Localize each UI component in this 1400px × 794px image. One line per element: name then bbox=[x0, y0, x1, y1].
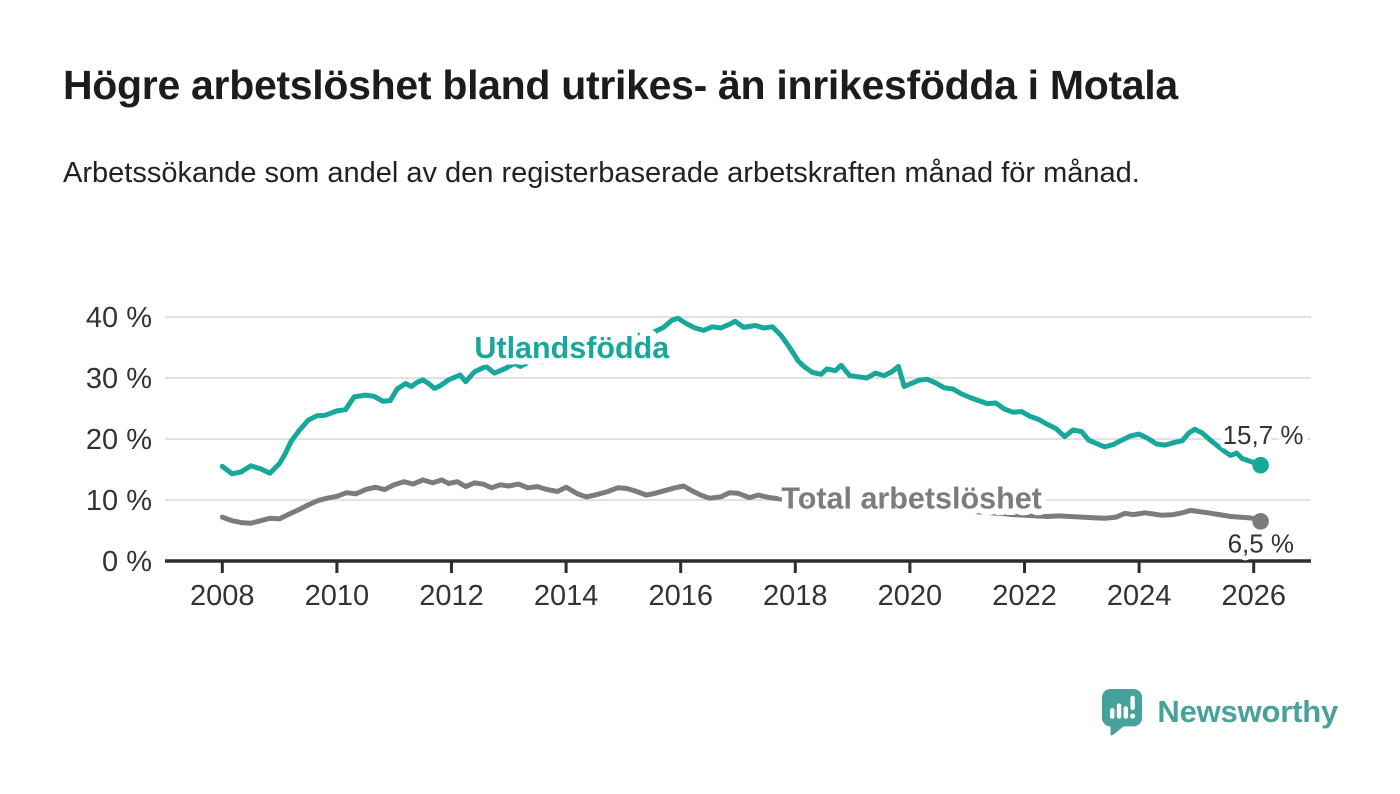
chart-subtitle: Arbetssökande som andel av den registerb… bbox=[63, 157, 1140, 189]
logo-bar-3 bbox=[1124, 706, 1129, 719]
x-axis-tick-label: 2024 bbox=[1107, 580, 1172, 612]
y-axis-tick-label: 10 % bbox=[86, 485, 152, 517]
x-axis-tick-label: 2018 bbox=[763, 580, 828, 612]
x-axis-tick-label: 2014 bbox=[534, 580, 599, 612]
series-line-total-arbetsl-shet bbox=[219, 477, 1264, 526]
y-axis-tick-label: 20 % bbox=[86, 424, 152, 456]
x-axis-tick-label: 2022 bbox=[992, 580, 1057, 612]
end-value-label: 15,7 % bbox=[1223, 420, 1304, 450]
logo-exclamation-dot bbox=[1130, 713, 1136, 719]
logo-bar-1 bbox=[1110, 708, 1115, 719]
newsworthy-logo-text: Newsworthy bbox=[1157, 694, 1338, 729]
series-end-dot bbox=[1252, 513, 1269, 530]
y-axis-tick-label: 0 % bbox=[102, 546, 152, 578]
y-axis-tick-label: 40 % bbox=[86, 302, 152, 334]
x-axis-tick-label: 2012 bbox=[419, 580, 484, 612]
logo-bar-2 bbox=[1117, 703, 1122, 719]
newsworthy-logo: Newsworthy bbox=[1099, 686, 1338, 738]
page-title: Högre arbetslöshet bland utrikes- än inr… bbox=[63, 62, 1178, 108]
x-axis-tick-label: 2008 bbox=[190, 580, 255, 612]
logo-bubble bbox=[1102, 689, 1143, 727]
series-line-utlandsf-dda bbox=[219, 315, 1264, 477]
series-label: Total arbetslöshet bbox=[781, 482, 1041, 516]
y-axis-tick-label: 30 % bbox=[86, 363, 152, 395]
series-end-dot bbox=[1252, 456, 1269, 474]
logo-exclamation-bar bbox=[1130, 695, 1136, 711]
x-axis-tick-label: 2016 bbox=[648, 580, 713, 612]
series-label: Utlandsfödda bbox=[474, 331, 670, 365]
logo-bubble-tail bbox=[1110, 722, 1126, 736]
x-axis-tick-label: 2010 bbox=[305, 580, 370, 612]
x-axis-tick-label: 2020 bbox=[878, 580, 943, 612]
newsworthy-speech-bubble-icon bbox=[1102, 689, 1143, 736]
x-axis-tick-label: 2026 bbox=[1221, 580, 1286, 612]
end-value-label: 6,5 % bbox=[1228, 528, 1295, 558]
